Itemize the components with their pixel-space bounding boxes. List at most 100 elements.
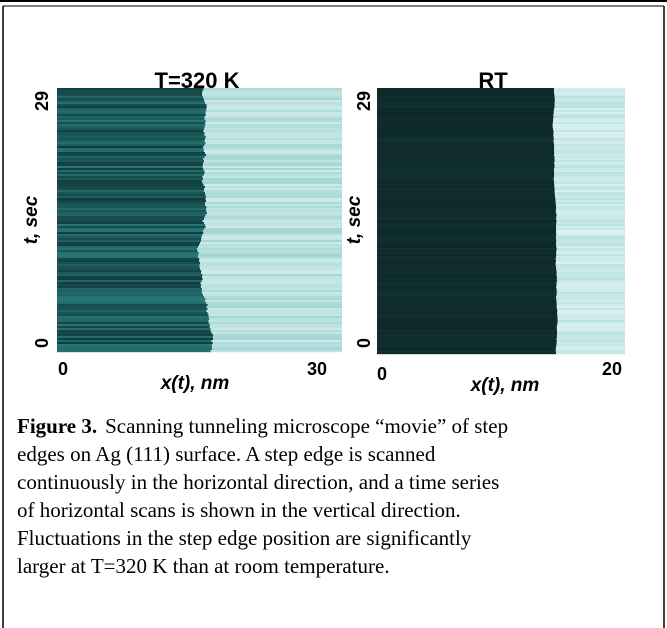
scan-row (57, 112, 206, 115)
scan-row (204, 116, 342, 119)
scan-row (377, 186, 555, 189)
scan-row (57, 102, 206, 105)
scan-row (377, 98, 555, 101)
scan-row (556, 328, 625, 331)
scan-row (377, 158, 555, 161)
scan-row (553, 138, 625, 141)
scan-row (553, 90, 625, 93)
scan-row (57, 322, 209, 325)
scan-row (203, 174, 342, 177)
scan-row (377, 156, 555, 159)
scan-row (200, 262, 342, 265)
scan-row (377, 288, 557, 291)
scan-row (555, 262, 625, 265)
scan-row (204, 144, 342, 147)
scan-row (57, 248, 198, 251)
scan-row (57, 168, 204, 171)
scan-row (57, 192, 206, 195)
scan-row (205, 204, 342, 207)
scan-row (201, 238, 342, 241)
scan-row (57, 304, 208, 307)
scan-row (377, 168, 555, 171)
y-tick-label: 29 (32, 91, 52, 111)
scan-row (555, 236, 625, 239)
scan-row (206, 154, 342, 157)
scan-row (204, 170, 342, 173)
scan-row (201, 280, 342, 283)
scan-row (377, 92, 555, 95)
scan-row (377, 234, 557, 237)
scan-row (377, 120, 554, 123)
scan-row (555, 204, 625, 207)
scan-row (57, 130, 204, 133)
scan-row (57, 258, 200, 261)
scan-row (377, 328, 557, 331)
scan-row (377, 90, 554, 93)
scan-row (553, 118, 625, 121)
scan-row (556, 282, 625, 285)
scan-row (57, 228, 205, 231)
scan-row (57, 194, 206, 197)
scan-row (203, 88, 342, 91)
scan-row (204, 134, 342, 137)
scan-row (57, 286, 201, 289)
scan-row (57, 146, 204, 149)
scan-row (377, 96, 555, 99)
scan-row (57, 264, 200, 267)
panel-title: RT (478, 68, 508, 93)
scan-row (57, 204, 206, 207)
scan-row (377, 326, 557, 329)
scan-row (556, 206, 625, 209)
scan-row (377, 206, 557, 209)
panel-title: T=320 K (155, 68, 240, 93)
scan-row (57, 216, 205, 219)
scan-row (57, 246, 198, 249)
caption-line: larger at T=320 K than at room temperatu… (17, 554, 390, 578)
scan-row (554, 194, 625, 197)
scan-row (557, 332, 625, 335)
scan-row (554, 192, 625, 195)
scan-row (377, 262, 556, 265)
scan-row (554, 96, 625, 99)
scan-row (203, 168, 342, 171)
caption-line: Figure 3. Scanning tunneling microscope “… (17, 414, 508, 438)
scan-row (377, 256, 557, 259)
scan-row (554, 146, 625, 149)
scan-row (377, 112, 554, 115)
scan-row (57, 96, 204, 99)
scan-row (377, 104, 555, 107)
scan-row (556, 276, 625, 279)
scan-row (554, 152, 625, 155)
scan-row (554, 184, 625, 187)
scan-row (202, 94, 342, 97)
scan-row (210, 330, 342, 333)
scan-row (57, 142, 206, 145)
scan-row (200, 268, 342, 271)
scan-row (206, 104, 342, 107)
scan-row (377, 94, 555, 97)
scan-row (57, 290, 202, 293)
scan-row (377, 142, 554, 145)
scan-row (377, 152, 555, 155)
scan-row (377, 108, 555, 111)
scan-row (554, 94, 625, 97)
scan-row (211, 332, 342, 335)
scan-row (556, 352, 625, 355)
scan-row (57, 282, 201, 285)
scan-row (206, 108, 342, 111)
scan-row (57, 120, 206, 123)
scan-row (202, 274, 342, 277)
scan-row (556, 228, 625, 231)
scan-row (377, 192, 555, 195)
y-axis-label: t, sec (344, 195, 365, 244)
scan-row (556, 242, 625, 245)
scan-row (554, 168, 625, 171)
scan-row (57, 256, 199, 259)
scan-row (555, 350, 625, 353)
scan-row (205, 152, 342, 155)
scan-row (57, 200, 206, 203)
scan-row (57, 284, 202, 287)
scan-row (57, 222, 204, 225)
scan-row (57, 340, 212, 343)
scan-row (213, 336, 342, 339)
